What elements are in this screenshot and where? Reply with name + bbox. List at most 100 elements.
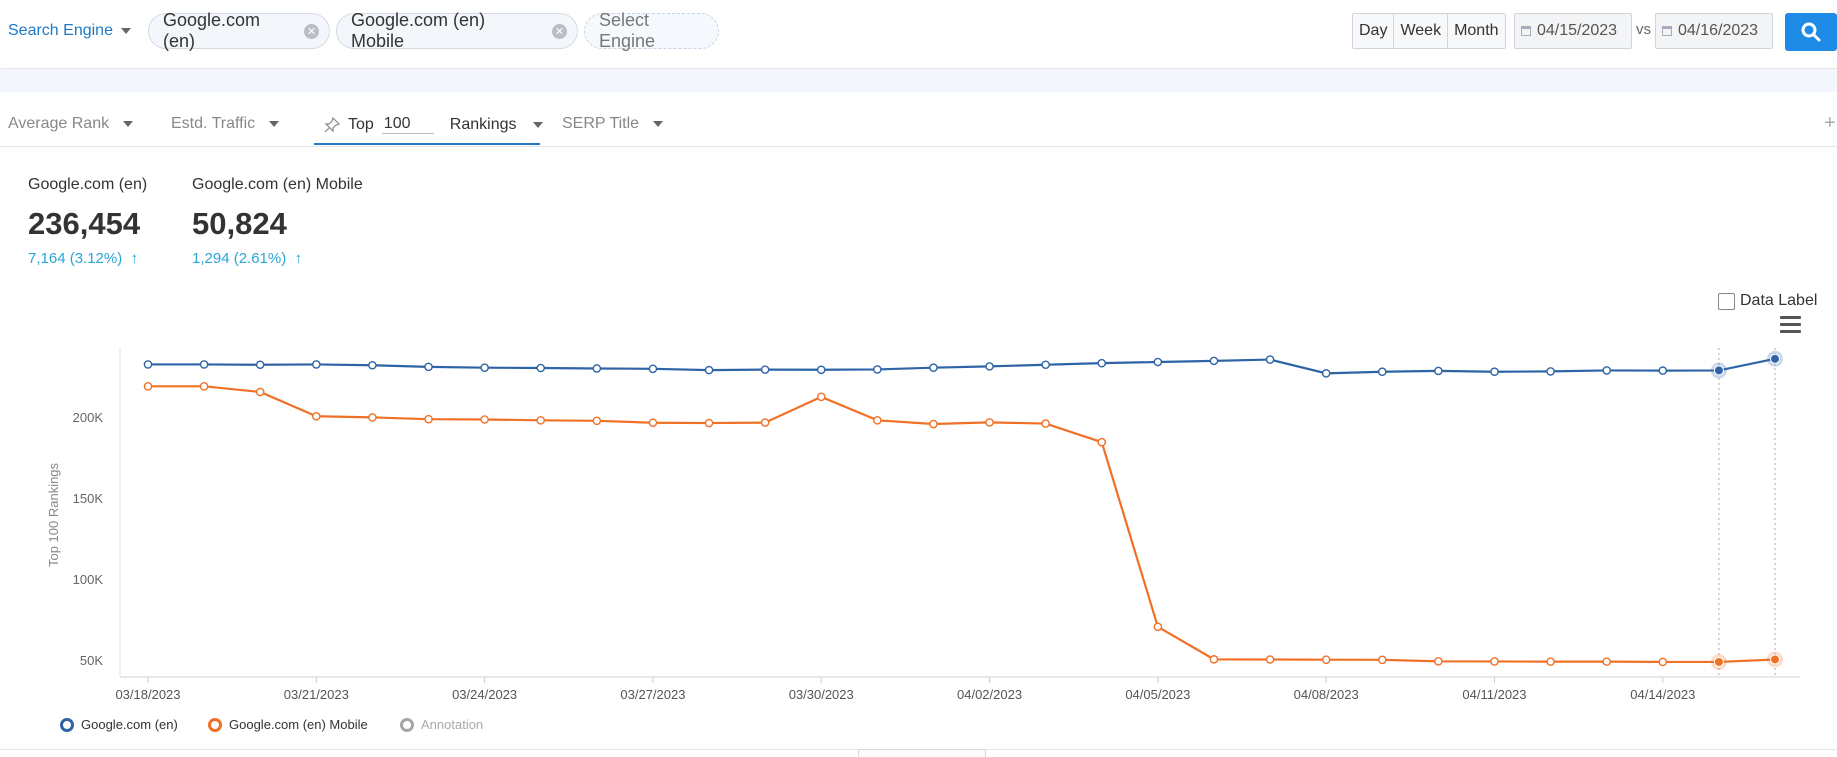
tab-label: SERP Title xyxy=(562,115,640,132)
data-point xyxy=(1770,353,1780,364)
period-month-button[interactable]: Month xyxy=(1448,14,1505,48)
period-day-button[interactable]: Day xyxy=(1353,14,1395,48)
data-point xyxy=(255,387,265,397)
date-to-field[interactable]: 04/16/2023 xyxy=(1655,13,1773,49)
y-tick-label: 100K xyxy=(73,572,104,587)
legend-marker xyxy=(60,717,74,732)
top-bar: Search Engine Google.com (en) ✕ Google.c… xyxy=(0,0,1837,69)
data-point xyxy=(985,418,994,427)
tab-top-rankings[interactable]: Top Rankings xyxy=(324,115,543,134)
data-point xyxy=(1153,622,1163,632)
tab-average-rank[interactable]: Average Rank xyxy=(8,115,134,133)
legend-item-google[interactable]: Google.com (en) xyxy=(60,717,178,732)
period-week-button[interactable]: Week xyxy=(1394,14,1449,48)
data-point xyxy=(312,411,321,421)
search-engine-dropdown[interactable]: Search Engine xyxy=(8,22,131,40)
chevron-down-icon xyxy=(269,121,280,127)
data-point xyxy=(592,416,602,426)
search-engine-label: Search Engine xyxy=(8,22,113,39)
y-axis-title: Top 100 Rankings xyxy=(46,462,61,567)
data-point xyxy=(1097,437,1107,447)
data-point xyxy=(873,365,882,374)
engine-chip-google[interactable]: Google.com (en) ✕ xyxy=(148,10,330,51)
close-icon[interactable]: ✕ xyxy=(552,23,567,39)
data-point xyxy=(1546,657,1555,666)
date-from-value: 04/15/2023 xyxy=(1537,22,1618,39)
add-tab-icon[interactable]: + xyxy=(1824,112,1836,134)
data-point xyxy=(760,418,770,427)
data-point xyxy=(1209,356,1219,366)
legend-item-google-mobile[interactable]: Google.com (en) Mobile xyxy=(208,717,368,732)
vs-label: vs xyxy=(1636,21,1651,38)
series-line xyxy=(148,357,1776,375)
stat-change: 1,294 (2.61%) ↑ xyxy=(192,250,363,267)
search-button[interactable] xyxy=(1785,13,1837,51)
data-label-toggle[interactable]: Data Label xyxy=(1718,292,1817,310)
chevron-down-icon xyxy=(653,121,664,127)
data-point xyxy=(929,419,938,429)
menu-bar xyxy=(1780,316,1801,319)
engine-chip-google-mobile[interactable]: Google.com (en) Mobile ✕ xyxy=(336,10,578,51)
stat-value: 50,824 xyxy=(192,206,287,241)
data-point xyxy=(368,413,377,422)
tab-serp-title[interactable]: SERP Title xyxy=(562,115,664,133)
data-point xyxy=(873,416,882,425)
rankings-chart: 50K 100K 150K 200K Top 100 Rankings 03/18/202… xyxy=(46,348,1800,702)
data-point xyxy=(143,381,153,391)
chevron-down-icon xyxy=(120,28,131,34)
stat-name: Google.com (en) Mobile xyxy=(192,176,363,193)
data-point xyxy=(704,418,714,428)
data-point xyxy=(1153,357,1163,367)
x-tick-label: 04/05/2023 xyxy=(1125,687,1190,702)
data-point xyxy=(199,360,209,369)
x-tick-label: 03/24/2023 xyxy=(452,687,517,702)
calendar-icon xyxy=(1521,26,1531,36)
pin-icon[interactable] xyxy=(324,116,340,133)
data-point xyxy=(1321,655,1331,664)
engine-chip-label: Google.com (en) xyxy=(163,10,261,51)
legend-label: Annotation xyxy=(421,717,484,732)
data-point xyxy=(1321,369,1331,378)
date-from-field[interactable]: 04/15/2023 xyxy=(1514,13,1632,49)
select-engine-input[interactable]: Select Engine xyxy=(584,10,719,51)
data-point xyxy=(1490,367,1499,377)
calendar-icon xyxy=(1662,26,1672,36)
data-point xyxy=(648,418,658,428)
data-point xyxy=(1713,365,1724,376)
stat-change-text: 7,164 (3.12%) xyxy=(28,250,123,267)
data-point xyxy=(1434,366,1443,376)
legend-item-annotation[interactable]: Annotation xyxy=(400,717,483,732)
data-point xyxy=(1265,355,1275,364)
chart-menu-button[interactable] xyxy=(1780,316,1801,333)
legend-marker xyxy=(208,717,222,732)
data-point xyxy=(480,363,489,372)
y-tick-label: 150K xyxy=(73,491,104,506)
data-point xyxy=(424,362,433,372)
data-point xyxy=(480,415,489,424)
data-point xyxy=(199,381,209,391)
engine-chip-label: Google.com (en) Mobile xyxy=(351,10,486,51)
y-tick-label: 50K xyxy=(80,653,103,668)
data-point xyxy=(1041,419,1050,428)
bottom-tab-handle[interactable] xyxy=(858,749,986,757)
data-point xyxy=(536,363,546,373)
tab-label: Rankings xyxy=(449,115,517,133)
data-point xyxy=(1377,655,1387,665)
data-point xyxy=(312,360,321,369)
tab-estd-traffic[interactable]: Estd. Traffic xyxy=(171,115,280,133)
stat-name: Google.com (en) xyxy=(28,176,148,193)
close-icon[interactable]: ✕ xyxy=(304,23,319,39)
data-point xyxy=(424,414,433,424)
data-label-checkbox[interactable] xyxy=(1718,292,1735,310)
data-point xyxy=(536,416,546,425)
series-line xyxy=(148,385,1776,664)
chevron-down-icon xyxy=(532,121,543,128)
stat-google-mobile: Google.com (en) Mobile 50,824 1,294 (2.6… xyxy=(192,176,363,267)
menu-bar xyxy=(1780,330,1801,333)
arrow-up-icon: ↑ xyxy=(126,250,139,267)
data-point xyxy=(1490,657,1499,666)
data-point xyxy=(143,360,153,369)
select-engine-placeholder: Select Engine xyxy=(599,10,656,51)
data-point xyxy=(1434,656,1443,666)
top-n-input[interactable] xyxy=(381,115,434,134)
